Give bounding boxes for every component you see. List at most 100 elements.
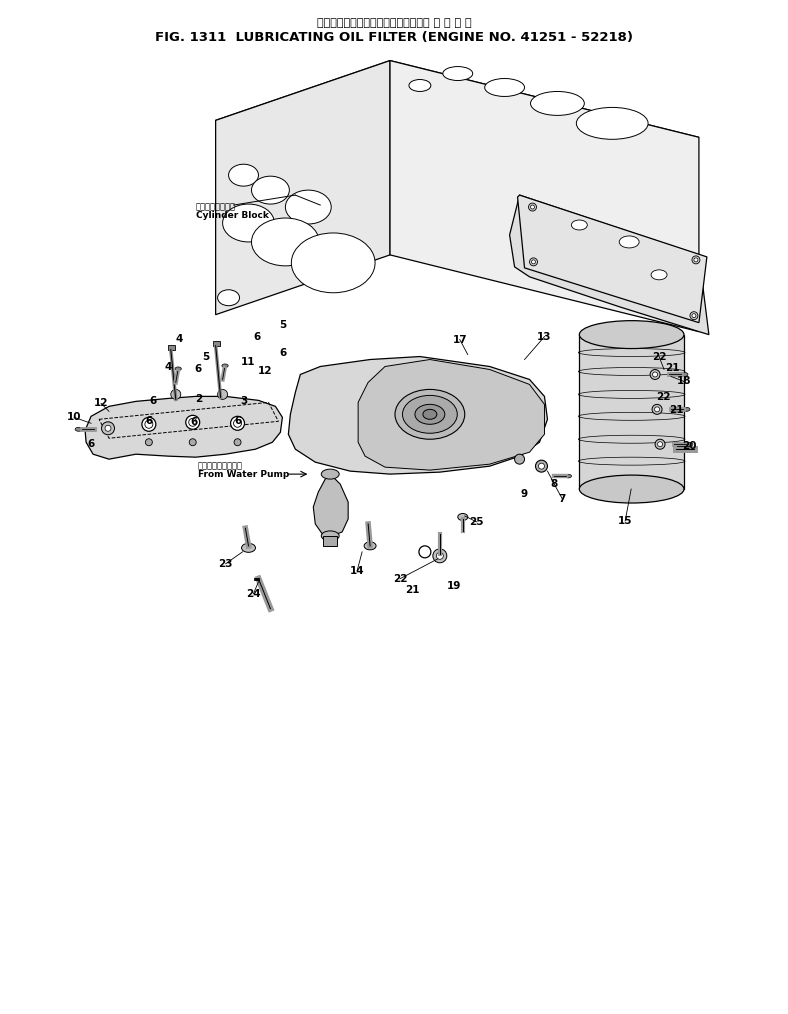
Ellipse shape: [571, 220, 587, 230]
Circle shape: [655, 439, 665, 449]
Ellipse shape: [242, 544, 255, 553]
Circle shape: [538, 463, 545, 469]
Ellipse shape: [322, 531, 339, 540]
Ellipse shape: [395, 389, 465, 439]
Ellipse shape: [222, 204, 274, 242]
Text: 6: 6: [145, 417, 153, 426]
Circle shape: [515, 454, 525, 464]
Text: 25: 25: [470, 517, 484, 527]
Ellipse shape: [229, 164, 258, 187]
Text: 22: 22: [392, 574, 407, 584]
Ellipse shape: [423, 410, 437, 420]
Circle shape: [529, 203, 537, 211]
Bar: [579, 335, 684, 489]
Circle shape: [690, 311, 698, 319]
Circle shape: [217, 389, 228, 400]
Polygon shape: [518, 195, 707, 322]
Circle shape: [536, 460, 548, 473]
Text: シリンダブロック: シリンダブロック: [195, 203, 236, 212]
Text: 11: 11: [241, 357, 256, 366]
Circle shape: [530, 205, 534, 209]
Ellipse shape: [683, 408, 690, 412]
Ellipse shape: [565, 475, 571, 478]
Text: ルーブリケーティングオイルフィルタ 適 用 号 後: ルーブリケーティングオイルフィルタ 適 用 号 後: [317, 17, 471, 27]
Text: 5: 5: [202, 352, 210, 362]
Text: 18: 18: [677, 376, 691, 386]
Text: 6: 6: [149, 396, 157, 407]
Text: 15: 15: [618, 516, 633, 526]
Text: 6: 6: [194, 364, 201, 374]
Text: 6: 6: [280, 348, 287, 358]
Ellipse shape: [443, 67, 473, 80]
Circle shape: [657, 442, 663, 447]
Ellipse shape: [619, 236, 639, 247]
Text: 20: 20: [682, 441, 697, 451]
Text: 9: 9: [521, 489, 528, 499]
Ellipse shape: [251, 176, 289, 204]
Circle shape: [530, 258, 537, 266]
Circle shape: [692, 256, 700, 264]
Ellipse shape: [681, 372, 688, 376]
Circle shape: [105, 425, 111, 431]
Text: 22: 22: [652, 352, 667, 362]
Circle shape: [692, 313, 696, 317]
Circle shape: [234, 439, 241, 446]
Ellipse shape: [75, 427, 82, 431]
Ellipse shape: [458, 513, 468, 520]
Circle shape: [145, 439, 152, 446]
Text: 21: 21: [669, 406, 683, 416]
Ellipse shape: [576, 107, 648, 139]
Polygon shape: [510, 195, 709, 335]
Text: 24: 24: [246, 589, 261, 598]
Ellipse shape: [579, 320, 684, 349]
Ellipse shape: [403, 395, 457, 433]
Bar: [168, 345, 175, 350]
Ellipse shape: [651, 270, 667, 280]
Polygon shape: [314, 475, 348, 535]
Text: 4: 4: [164, 362, 172, 372]
Ellipse shape: [485, 78, 525, 96]
Ellipse shape: [175, 367, 181, 370]
Circle shape: [171, 389, 180, 400]
Text: 22: 22: [656, 392, 671, 403]
Text: 23: 23: [218, 559, 232, 569]
Text: 2: 2: [195, 394, 203, 405]
Text: 6: 6: [190, 418, 197, 427]
Ellipse shape: [217, 290, 240, 305]
Polygon shape: [358, 360, 545, 470]
Ellipse shape: [322, 469, 339, 479]
Circle shape: [694, 258, 698, 262]
Circle shape: [437, 553, 444, 560]
Text: 6: 6: [87, 439, 95, 449]
Ellipse shape: [364, 541, 376, 550]
Ellipse shape: [415, 405, 444, 424]
Text: 6: 6: [234, 417, 241, 426]
Text: 7: 7: [559, 494, 566, 504]
Text: 19: 19: [447, 581, 461, 591]
Text: FIG. 1311  LUBRICATING OIL FILTER (ENGINE NO. 41251 - 52218): FIG. 1311 LUBRICATING OIL FILTER (ENGINE…: [155, 31, 633, 45]
Text: From Water Pump: From Water Pump: [198, 469, 289, 479]
Text: ウォータポンプから: ウォータポンプから: [198, 461, 243, 470]
Text: 21: 21: [665, 363, 679, 373]
Text: 8: 8: [551, 479, 558, 489]
Circle shape: [650, 369, 660, 379]
Text: Cylinder Block: Cylinder Block: [195, 211, 269, 220]
Ellipse shape: [579, 476, 684, 503]
Text: 10: 10: [67, 413, 81, 422]
Circle shape: [433, 549, 447, 563]
Circle shape: [652, 372, 657, 377]
Circle shape: [142, 418, 156, 431]
Ellipse shape: [530, 91, 585, 116]
Text: 21: 21: [405, 585, 419, 594]
Bar: [323, 535, 337, 546]
Circle shape: [655, 407, 660, 412]
Polygon shape: [216, 61, 699, 197]
Text: 12: 12: [94, 399, 108, 409]
Polygon shape: [85, 396, 282, 459]
Text: 12: 12: [258, 366, 273, 376]
Text: 14: 14: [350, 566, 364, 576]
Text: 17: 17: [452, 335, 467, 345]
Circle shape: [652, 405, 662, 415]
Circle shape: [189, 439, 196, 446]
Ellipse shape: [251, 218, 319, 266]
